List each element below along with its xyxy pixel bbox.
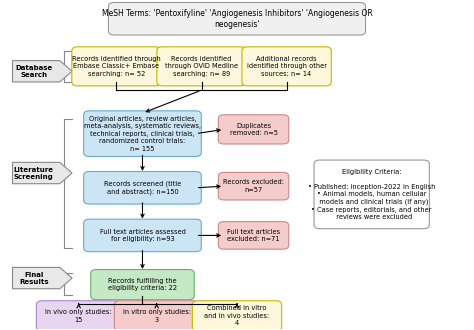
FancyBboxPatch shape: [242, 47, 331, 86]
Text: Combined in vitro
and in vivo studies:
4: Combined in vitro and in vivo studies: 4: [204, 305, 270, 326]
FancyBboxPatch shape: [219, 222, 289, 249]
Polygon shape: [12, 61, 72, 82]
Polygon shape: [12, 267, 72, 289]
Text: Original articles, review articles,
meta-analysis, systematic reviews,
technical: Original articles, review articles, meta…: [84, 115, 201, 152]
FancyBboxPatch shape: [83, 111, 201, 156]
FancyBboxPatch shape: [83, 172, 201, 204]
FancyBboxPatch shape: [114, 301, 199, 330]
Text: Full text articles
excluded: n=71: Full text articles excluded: n=71: [227, 229, 280, 242]
FancyBboxPatch shape: [109, 3, 365, 35]
FancyBboxPatch shape: [36, 301, 121, 330]
Text: Records identified through
Embase Classic+ Embase
searching: n= 52: Records identified through Embase Classi…: [72, 56, 161, 77]
Text: Eligibility Criteria:

• Published: inception-2022 in English
• Animal models, h: Eligibility Criteria: • Published: incep…: [308, 169, 436, 220]
Text: Records screened (title
and abstract): n=150: Records screened (title and abstract): n…: [104, 181, 181, 195]
Text: Full text articles assessed
for eligibility: n=93: Full text articles assessed for eligibil…: [100, 229, 185, 242]
FancyBboxPatch shape: [219, 115, 289, 144]
FancyBboxPatch shape: [157, 47, 246, 86]
Text: In vivo only studies:
15: In vivo only studies: 15: [46, 309, 112, 323]
Text: In vitro only studies:
3: In vitro only studies: 3: [123, 309, 191, 323]
FancyBboxPatch shape: [72, 47, 161, 86]
Text: Records identified
through OVID Medline
searching: n= 89: Records identified through OVID Medline …: [165, 56, 238, 77]
Text: Database
Search: Database Search: [15, 65, 53, 78]
Text: Records fulfilling the
eligibility criteria: 22: Records fulfilling the eligibility crite…: [108, 278, 177, 291]
Text: Duplicates
removed: n=5: Duplicates removed: n=5: [229, 123, 278, 136]
Text: MeSH Terms: 'Pentoxifyline' 'Angiogenesis Inhibitors' 'Angiogenesis OR
neogenesi: MeSH Terms: 'Pentoxifyline' 'Angiogenesi…: [101, 9, 373, 29]
Polygon shape: [12, 162, 72, 184]
Text: Additional records
identified through other
sources: n= 14: Additional records identified through ot…: [246, 56, 327, 77]
FancyBboxPatch shape: [314, 160, 429, 229]
FancyBboxPatch shape: [219, 172, 289, 200]
Text: Records excluded:
n=57: Records excluded: n=57: [223, 180, 284, 193]
Text: Final
Results: Final Results: [19, 272, 49, 284]
FancyBboxPatch shape: [192, 301, 282, 330]
FancyBboxPatch shape: [91, 270, 194, 300]
FancyBboxPatch shape: [83, 219, 201, 252]
Text: Literature
Screening: Literature Screening: [14, 167, 54, 180]
